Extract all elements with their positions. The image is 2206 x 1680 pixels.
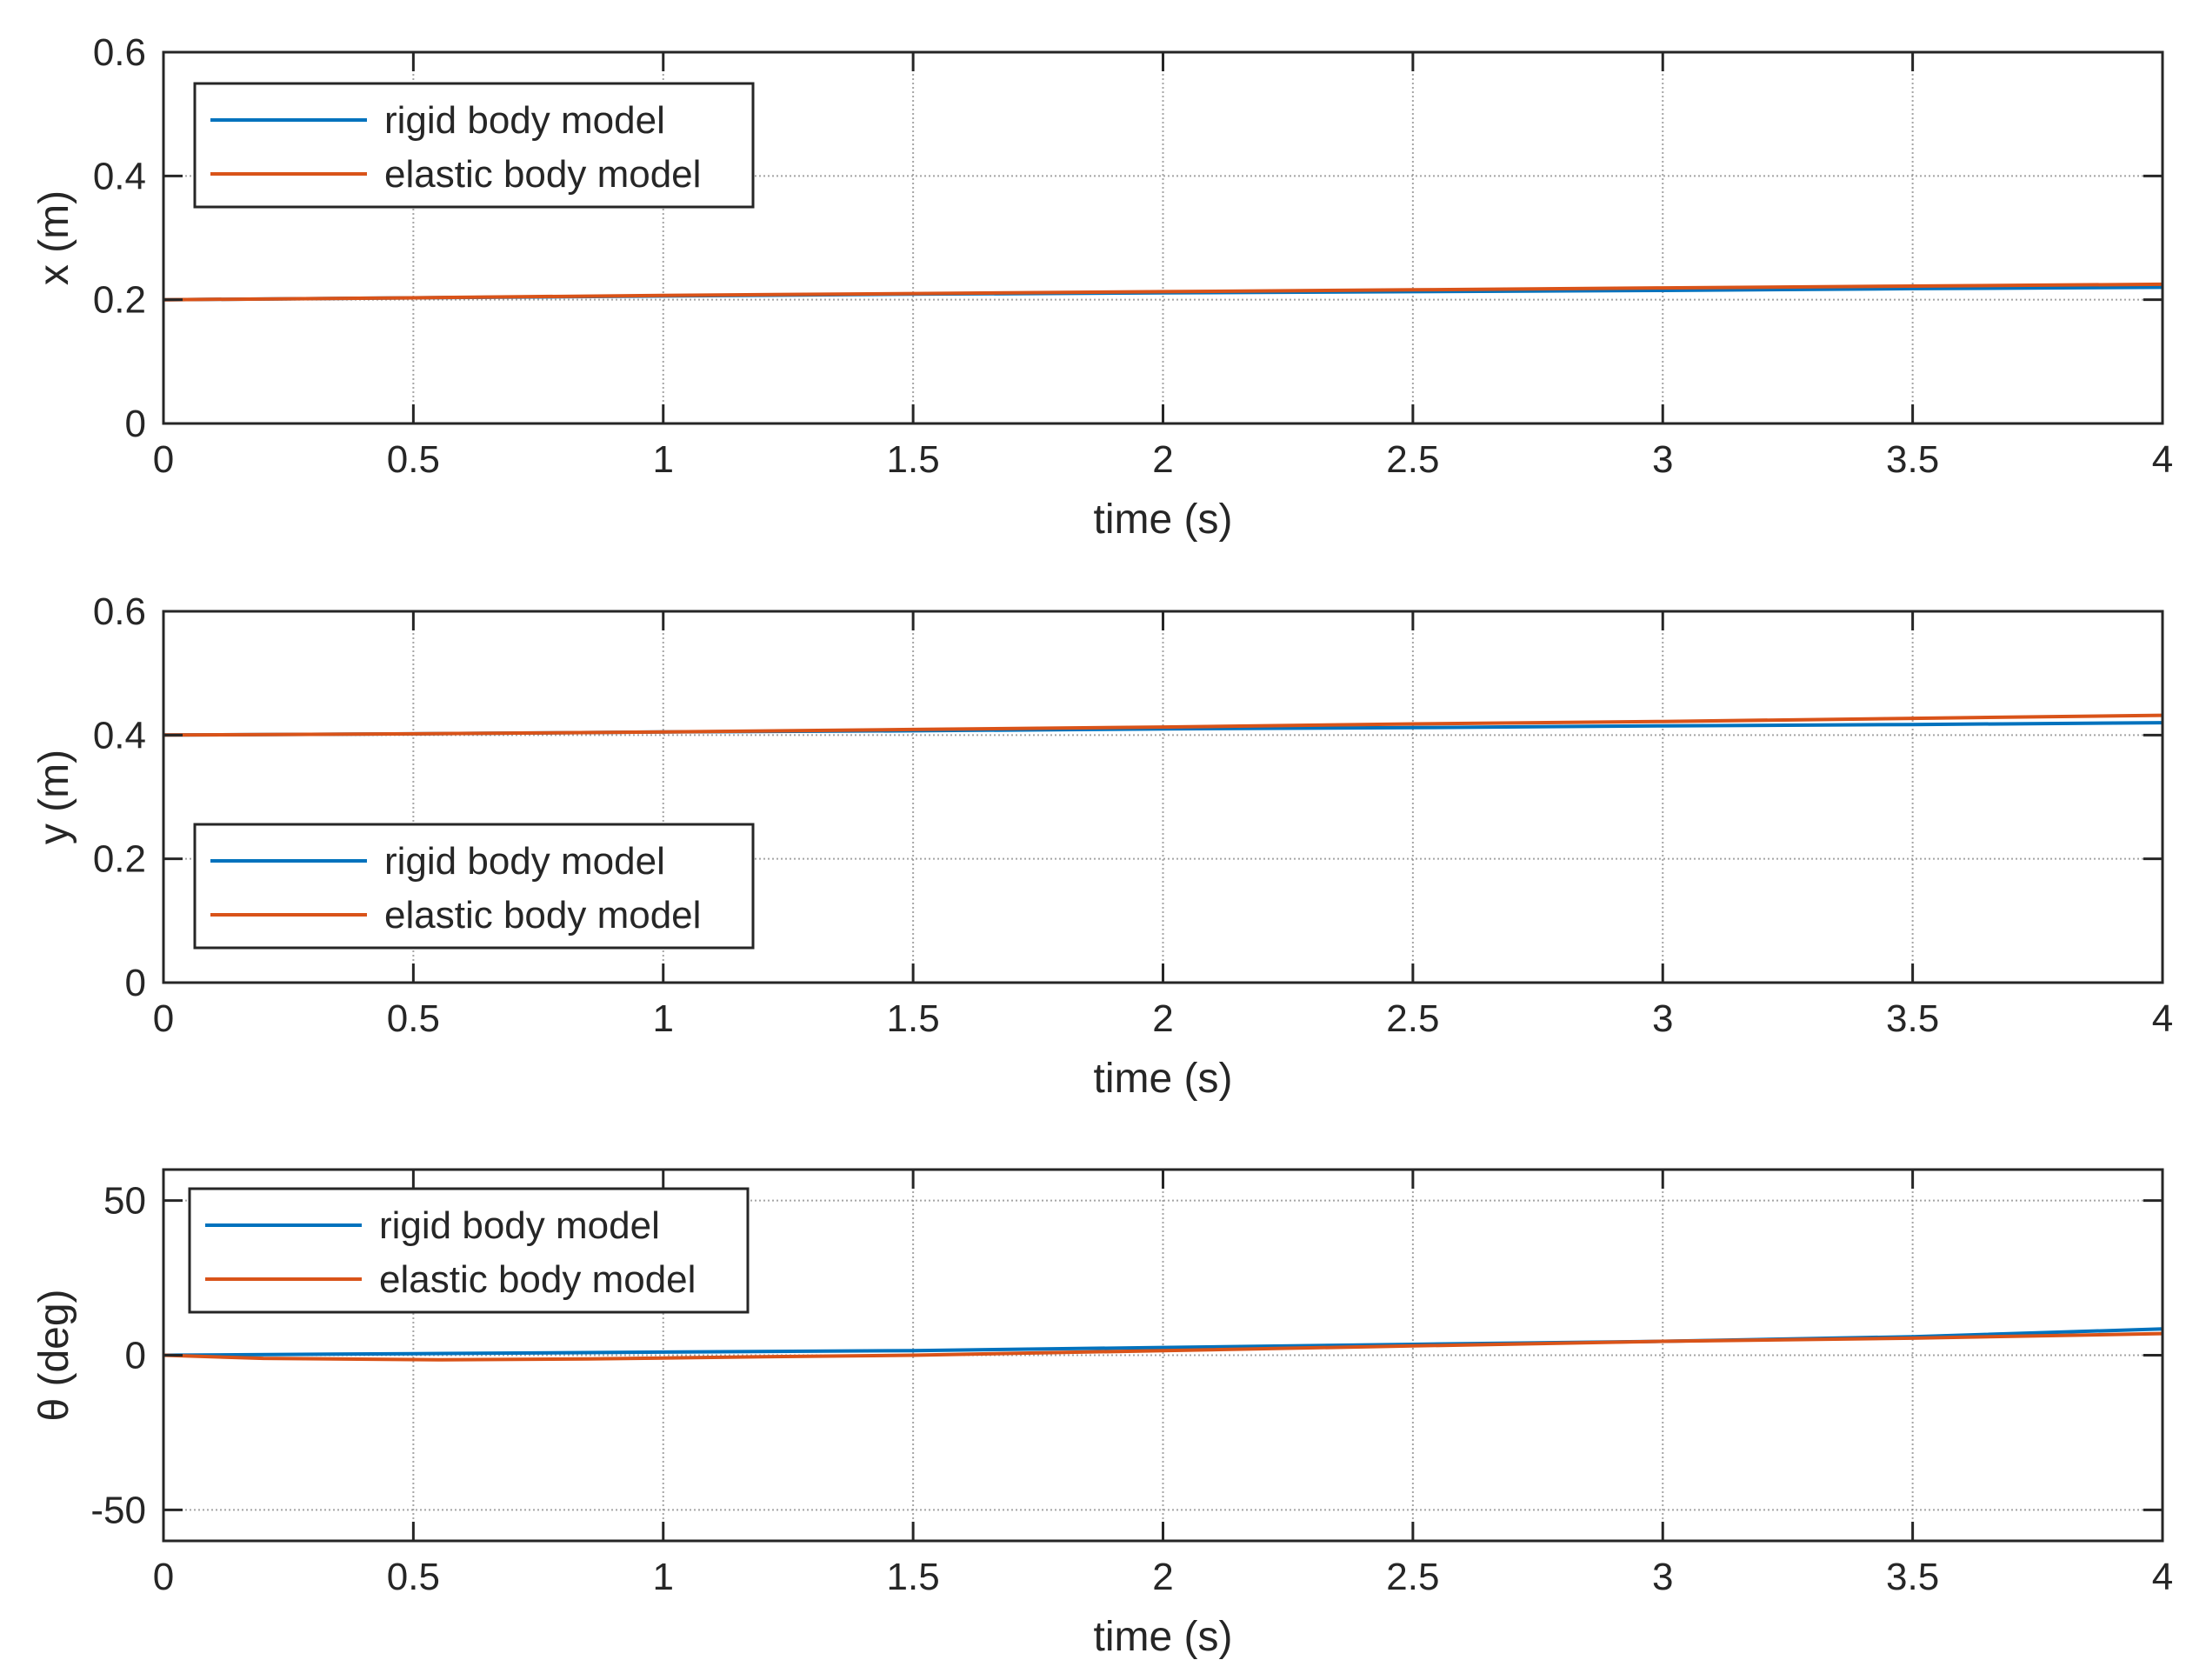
x-tick-label: 4 — [2152, 997, 2173, 1040]
legend: rigid body model elastic body model — [193, 82, 755, 209]
legend-box — [188, 1187, 750, 1314]
legend-box — [193, 82, 755, 209]
x-tick-label: 4 — [2152, 1556, 2173, 1598]
x-tick-label: 1.5 — [887, 438, 940, 481]
legend-label-elastic: elastic body model — [379, 1258, 696, 1301]
legend-label-elastic: elastic body model — [384, 153, 701, 196]
subplot-1: 0 0.5 1 1.5 2 2.5 3 3.5 4 0 0.2 0.4 0.6 time (s) x (m)… — [31, 31, 2173, 543]
series-line-elastic — [163, 1331, 2163, 1362]
x-tick-label: 0.5 — [387, 997, 440, 1040]
y-axis-label: y (m) — [31, 750, 77, 844]
legend-label-rigid: rigid body model — [379, 1204, 660, 1247]
x-tick-label: 0 — [153, 997, 174, 1040]
x-tick-label: 2.5 — [1386, 997, 1439, 1040]
x-tick-label: 2 — [1152, 438, 1173, 481]
y-tick-label: 0.2 — [93, 279, 146, 322]
x-axis-label: time (s) — [1094, 497, 1233, 543]
y-tick-label: 0 — [125, 403, 146, 445]
x-axis-label: time (s) — [1094, 1614, 1233, 1660]
x-tick-label: 3.5 — [1886, 438, 1939, 481]
x-tick-label: 1 — [653, 438, 674, 481]
x-tick-label: 1.5 — [887, 997, 940, 1040]
legend: rigid body model elastic body model — [188, 1187, 750, 1314]
legend-label-elastic: elastic body model — [384, 894, 701, 937]
y-tick-label: 0 — [125, 1335, 146, 1377]
y-tick-label: 0.4 — [93, 714, 146, 757]
legend-label-rigid: rigid body model — [384, 99, 665, 142]
x-tick-label: 0.5 — [387, 1556, 440, 1598]
x-tick-label: 0.5 — [387, 438, 440, 481]
x-tick-label: 3 — [1652, 438, 1673, 481]
series-line-elastic — [163, 713, 2163, 737]
y-tick-label: 0.6 — [93, 31, 146, 74]
x-tick-label: 2.5 — [1386, 438, 1439, 481]
y-axis-label: θ (deg) — [31, 1289, 77, 1421]
x-tick-label: 3 — [1652, 997, 1673, 1040]
x-tick-label: 3.5 — [1886, 1556, 1939, 1598]
y-tick-label: 0.6 — [93, 590, 146, 633]
x-tick-label: 3.5 — [1886, 997, 1939, 1040]
x-tick-label: 0 — [153, 1556, 174, 1598]
y-tick-label: 50 — [103, 1180, 146, 1223]
y-tick-label: 0 — [125, 962, 146, 1004]
x-tick-label: 2 — [1152, 997, 1173, 1040]
x-axis-label: time (s) — [1094, 1056, 1233, 1102]
x-tick-label: 1.5 — [887, 1556, 940, 1598]
series-line-elastic — [163, 282, 2163, 302]
x-tick-label: 1 — [653, 1556, 674, 1598]
y-axis-label: x (m) — [31, 190, 77, 285]
x-tick-label: 4 — [2152, 438, 2173, 481]
x-tick-label: 1 — [653, 997, 674, 1040]
legend: rigid body model elastic body model — [193, 823, 755, 950]
x-tick-label: 3 — [1652, 1556, 1673, 1598]
y-tick-label: 0.2 — [93, 838, 146, 881]
y-tick-label: -50 — [90, 1489, 146, 1531]
y-tick-label: 0.4 — [93, 155, 146, 197]
legend-label-rigid: rigid body model — [384, 840, 665, 883]
x-tick-label: 2.5 — [1386, 1556, 1439, 1598]
legend-box — [193, 823, 755, 950]
x-tick-label: 0 — [153, 438, 174, 481]
subplot-2: 0 0.5 1 1.5 2 2.5 3 3.5 4 0 0.2 0.4 0.6 time (s) y (m)… — [31, 590, 2173, 1102]
x-tick-label: 2 — [1152, 1556, 1173, 1598]
